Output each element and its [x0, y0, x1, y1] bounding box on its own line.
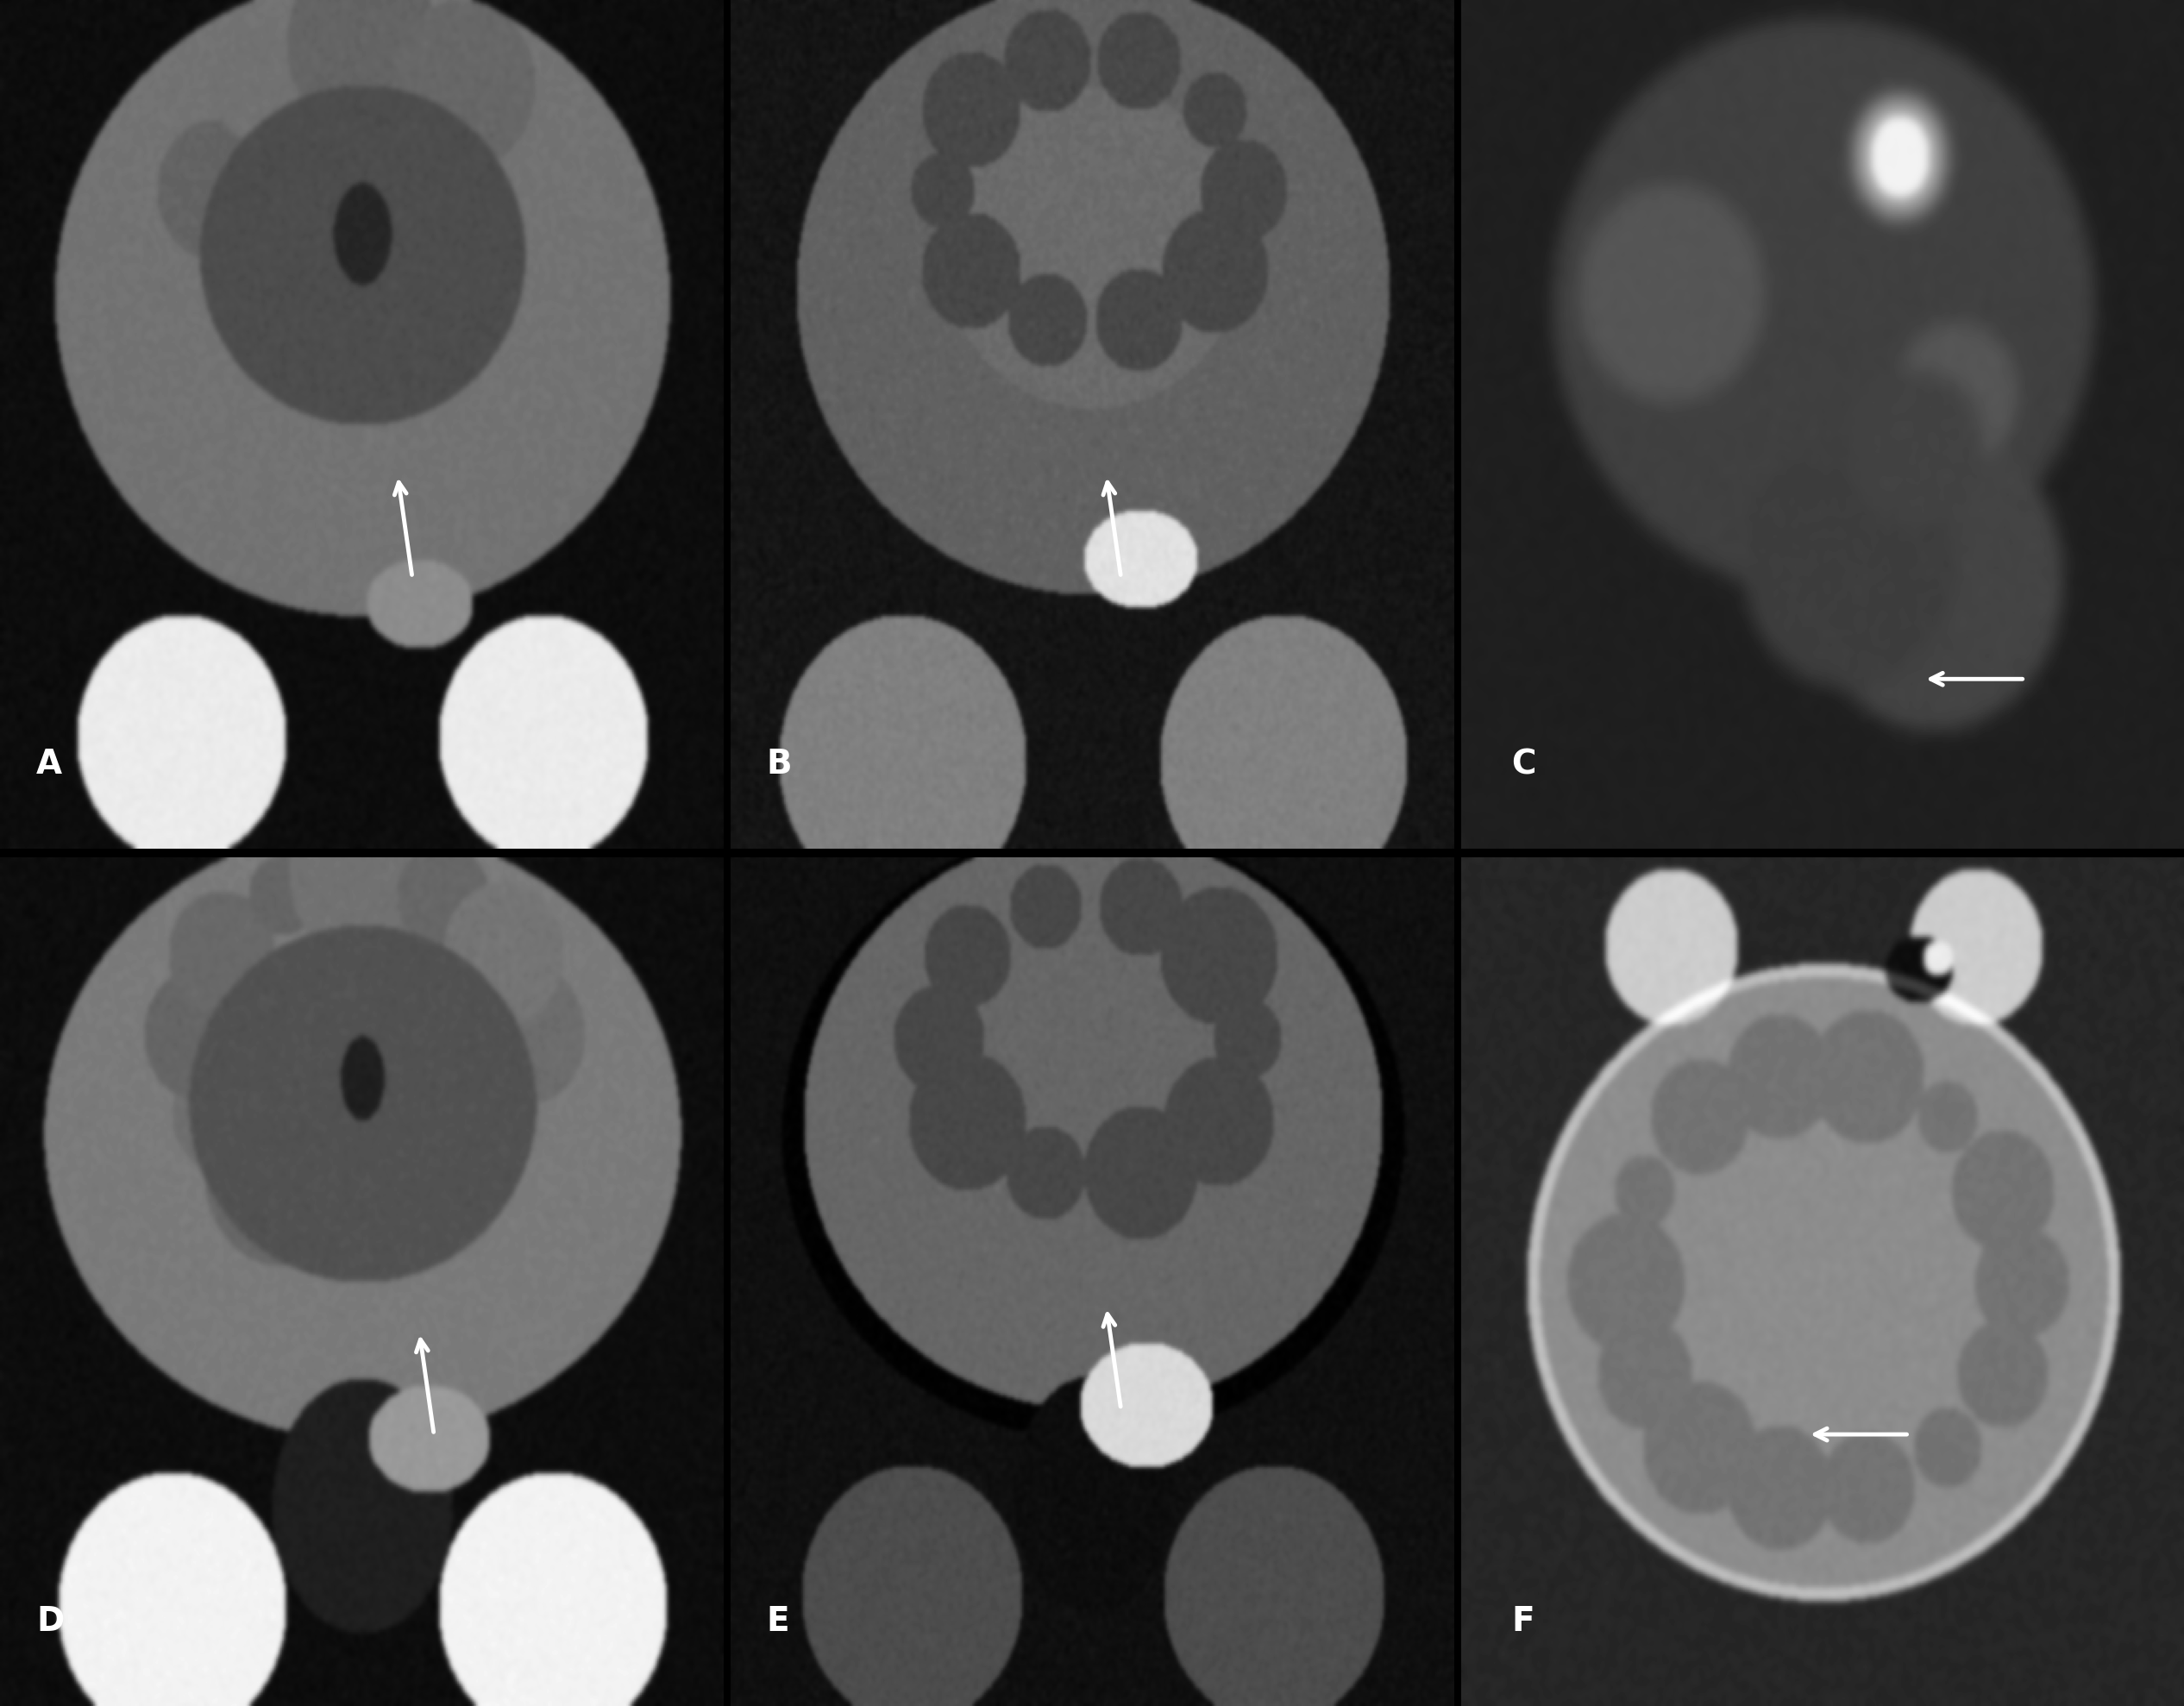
Text: C: C — [1511, 749, 1535, 781]
Text: B: B — [767, 749, 793, 781]
Text: F: F — [1511, 1605, 1535, 1638]
Text: A: A — [37, 749, 61, 781]
Text: D: D — [37, 1605, 63, 1638]
Text: E: E — [767, 1605, 791, 1638]
